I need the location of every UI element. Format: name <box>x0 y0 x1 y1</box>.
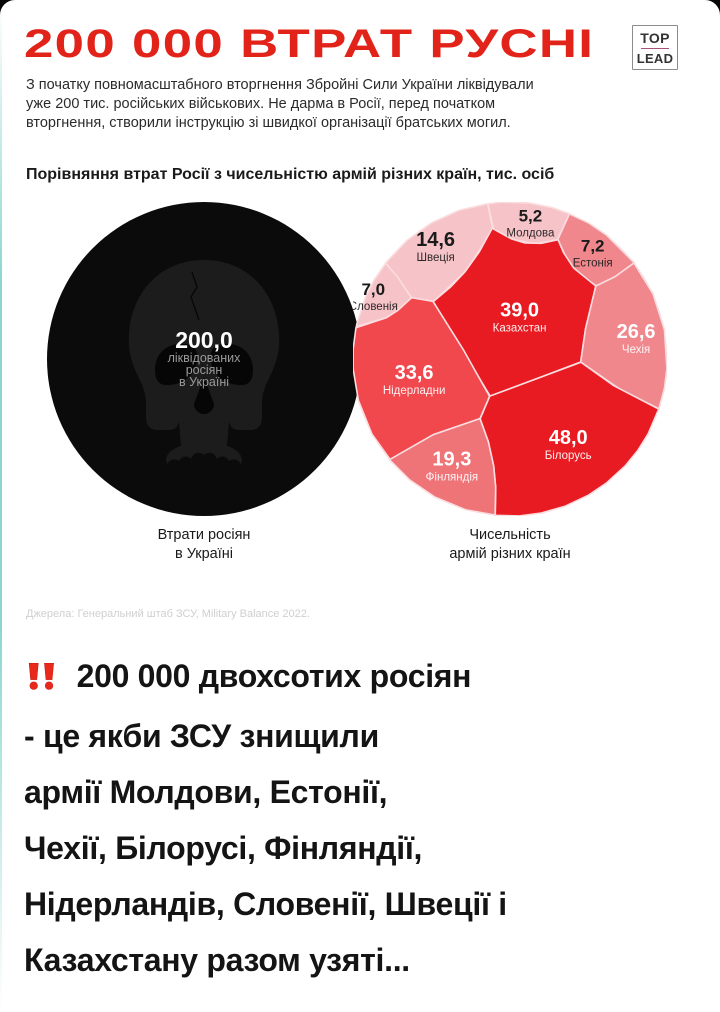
svg-text:Білорусь: Білорусь <box>545 450 592 462</box>
svg-text:48,0: 48,0 <box>549 427 588 449</box>
svg-text:33,6: 33,6 <box>395 362 434 384</box>
svg-text:Казахстан: Казахстан <box>493 323 547 335</box>
svg-text:7,2: 7,2 <box>581 237 605 256</box>
svg-text:Словенія: Словенія <box>353 301 398 313</box>
svg-text:19,3: 19,3 <box>432 448 471 470</box>
svg-text:39,0: 39,0 <box>500 300 539 322</box>
svg-text:7,0: 7,0 <box>361 280 385 299</box>
svg-text:5,2: 5,2 <box>519 207 543 226</box>
svg-text:в Україні: в Україні <box>179 375 229 389</box>
svg-text:Молдова: Молдова <box>506 228 555 240</box>
svg-text:26,6: 26,6 <box>617 321 656 343</box>
svg-text:Фінляндія: Фінляндія <box>426 471 478 483</box>
svg-text:Нідерладни: Нідерладни <box>383 385 446 397</box>
svg-text:200,0: 200,0 <box>175 327 233 353</box>
svg-text:Чехія: Чехія <box>622 344 650 356</box>
svg-text:Естонія: Естонія <box>573 258 613 270</box>
svg-text:14,6: 14,6 <box>416 229 455 251</box>
svg-text:Швеція: Швеція <box>416 252 454 264</box>
